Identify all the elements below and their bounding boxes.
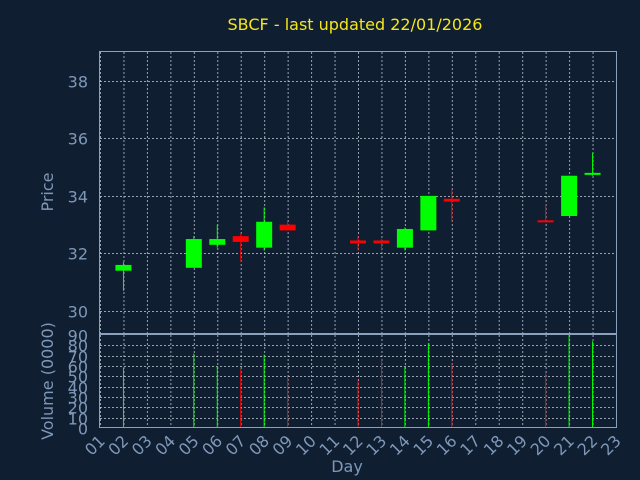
candle-body (115, 264, 132, 271)
volume-tick-label: 50 (68, 368, 88, 387)
volume-panel-frame (99, 334, 617, 428)
chart-title: SBCF - last updated 22/01/2026 (228, 15, 483, 34)
candle-body (350, 240, 366, 244)
price-tick-label: 34 (68, 188, 88, 207)
volume-tick-label: 80 (68, 337, 88, 356)
price-tick-label: 32 (68, 245, 88, 264)
candle-body (537, 220, 554, 223)
candle-body (232, 236, 249, 242)
volume-tick-label: 70 (68, 348, 88, 367)
volume-tick-label: 60 (68, 358, 88, 377)
price-panel-frame (99, 51, 617, 334)
price-tick-label: 30 (68, 303, 88, 322)
price-tick-label: 36 (68, 130, 88, 149)
volume-tick-label: 20 (68, 399, 88, 418)
x-axis-label: Day (331, 457, 363, 476)
candle-body (420, 195, 437, 231)
volume-panel (122, 335, 594, 428)
candle-body (185, 239, 202, 268)
candle-body (256, 221, 273, 248)
x-tick-label: 23 (597, 431, 625, 459)
price-panel (115, 152, 601, 291)
volume-tick-label: 0 (78, 420, 88, 439)
axes: 3032343638010203040506070809001020304050… (68, 73, 625, 460)
volume-tick-label: 90 (68, 327, 88, 346)
candle-body (209, 239, 226, 245)
price-axis-label: Price (38, 172, 57, 211)
volume-tick-label: 10 (68, 410, 88, 429)
candle-body (584, 172, 601, 175)
candle-body (443, 198, 460, 202)
volume-tick-label: 30 (68, 389, 88, 408)
price-tick-label: 38 (68, 73, 88, 92)
candle-body (561, 175, 578, 217)
candle-body (279, 224, 296, 231)
volume-tick-label: 40 (68, 379, 88, 398)
candle-body (396, 228, 413, 248)
volume-axis-label: Volume (0000) (38, 322, 57, 440)
price-grid (100, 52, 617, 334)
candle-body (373, 240, 390, 244)
